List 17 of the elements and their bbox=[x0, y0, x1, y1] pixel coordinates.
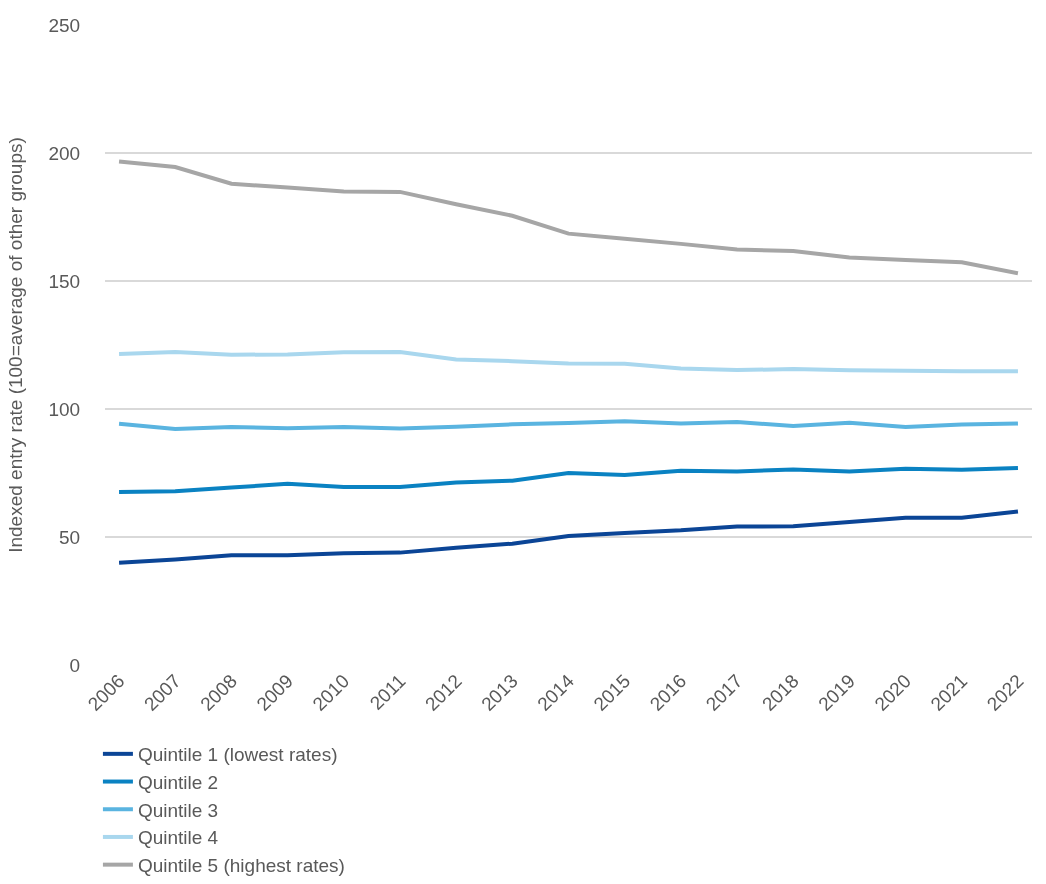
y-tick-label: 200 bbox=[48, 142, 81, 164]
y-tick-label: 50 bbox=[59, 526, 81, 548]
legend-label: Quintile 2 bbox=[137, 771, 219, 793]
y-tick-label: 150 bbox=[48, 270, 81, 292]
line-series bbox=[117, 349, 1020, 374]
line-series bbox=[117, 159, 1020, 276]
line-series bbox=[117, 509, 1020, 565]
y-tick-label: 0 bbox=[69, 654, 81, 676]
legend-label: Quintile 4 bbox=[137, 827, 219, 849]
legend-label: Quintile 5 (highest rates) bbox=[137, 855, 345, 877]
y-tick-label: 100 bbox=[48, 398, 81, 420]
line-series bbox=[117, 419, 1020, 431]
legend-label: Quintile 1 (lowest rates) bbox=[137, 744, 338, 766]
legend-label: Quintile 3 bbox=[137, 799, 219, 821]
y-tick-label: 250 bbox=[48, 14, 81, 36]
y-axis-title: Indexed entry rate (100=average of other groups) bbox=[5, 137, 27, 553]
line-series bbox=[117, 465, 1020, 494]
